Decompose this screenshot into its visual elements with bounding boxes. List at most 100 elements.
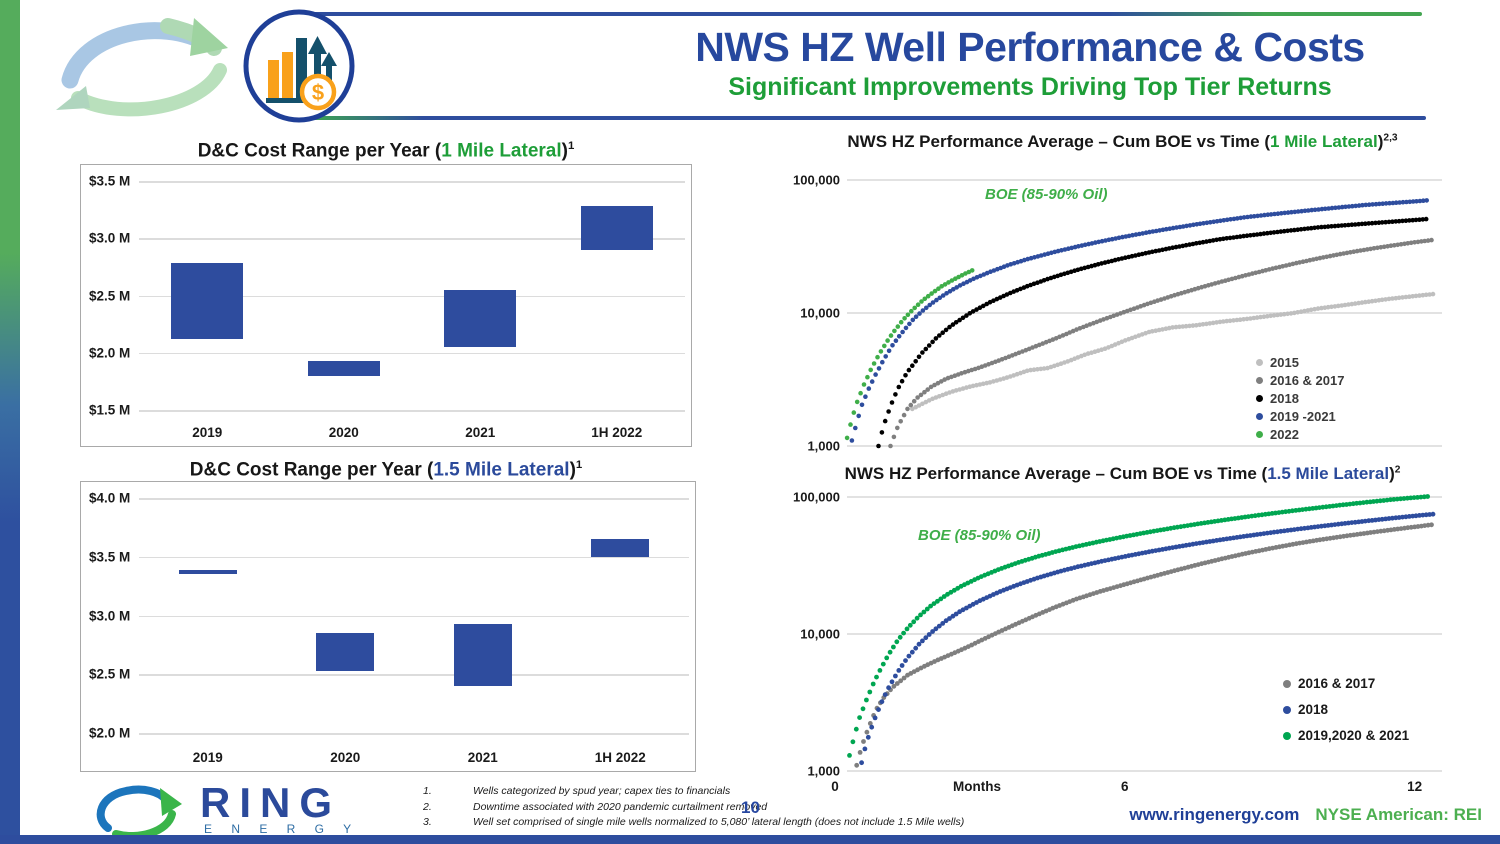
cost-range-bar-1h-2022 bbox=[591, 539, 650, 557]
y-axis-labels: $3.5 M $3.0 M $2.5 M $2.0 M $1.5 M bbox=[89, 174, 137, 418]
left-gradient-strip bbox=[0, 0, 20, 844]
gridline bbox=[139, 238, 685, 240]
gridline bbox=[139, 556, 689, 559]
y-axis-tick-label: 1,000 bbox=[807, 764, 840, 779]
legend-dot-icon bbox=[1256, 377, 1263, 384]
header-rule-bottom bbox=[300, 116, 1426, 120]
y-axis-tick-label: $2.0 M bbox=[89, 345, 131, 361]
cost-range-bar-2019 bbox=[178, 569, 237, 574]
header-rule-top bbox=[300, 12, 1422, 16]
x-axis-labels: 2019 2020 2021 1H 2022 bbox=[139, 743, 689, 765]
y-axis-tick-label: $4.0 M bbox=[89, 490, 131, 506]
legend-dot-icon bbox=[1283, 731, 1291, 740]
legend-1mile: 2015 2016 & 2017 2018 2019 -2021 2022 bbox=[1256, 355, 1344, 445]
legend-1_5mile: 2016 & 2017 2018 2019,2020 & 2021 bbox=[1283, 676, 1409, 754]
legend-dot-icon bbox=[1256, 413, 1263, 420]
x-axis-title: Months bbox=[953, 779, 1001, 794]
perf-chart-1_5mile-title: NWS HZ Performance Average – Cum BOE vs … bbox=[795, 464, 1450, 484]
y-axis-tick-label: $2.5 M bbox=[89, 288, 131, 303]
x-axis-category-label: 2021 bbox=[465, 425, 496, 440]
footnote-text: Well set comprised of single mile wells … bbox=[473, 816, 965, 828]
ring-energy-logo-icon bbox=[96, 785, 182, 840]
cost-range-bar-2020 bbox=[316, 633, 375, 671]
bottom-rule bbox=[0, 835, 1500, 844]
x-axis-tick-label: 12 bbox=[1407, 779, 1422, 794]
series-2018 bbox=[876, 216, 1429, 449]
footnote-number: 2. bbox=[423, 800, 432, 813]
title-footnote-ref: 2 bbox=[1394, 464, 1401, 476]
legend-label: 2019 -2021 bbox=[1270, 409, 1336, 424]
legend-item-2018: 2018 bbox=[1283, 702, 1409, 717]
gridline bbox=[139, 352, 685, 355]
cost-chart-1_5mile-title: D&C Cost Range per Year (1.5 Mile Latera… bbox=[80, 459, 692, 481]
title-footnote-ref: 1 bbox=[575, 459, 583, 471]
series-2016-2017 bbox=[854, 522, 1434, 768]
footnote-2: 2. Downtime associated with 2020 pandemic… bbox=[423, 800, 964, 816]
title-text: ) bbox=[1389, 464, 1395, 483]
title-text: ) bbox=[569, 459, 576, 481]
legend-label: 2022 bbox=[1270, 427, 1299, 442]
title-text: NWS HZ Performance Average – Cum BOE vs … bbox=[847, 132, 1271, 151]
title-highlight: 1.5 Mile Lateral bbox=[1267, 464, 1390, 483]
y-axis-tick-label: 100,000 bbox=[793, 173, 840, 188]
series-2019-2020-2021 bbox=[847, 494, 1430, 758]
legend-label: 2016 & 2017 bbox=[1270, 373, 1345, 388]
page-subtitle: Significant Improvements Driving Top Tie… bbox=[728, 73, 1332, 102]
page-number: 10 bbox=[741, 798, 760, 817]
gridline bbox=[139, 181, 685, 183]
legend-dot-icon bbox=[1283, 705, 1291, 714]
footnote-number: 1. bbox=[423, 785, 432, 797]
website-link[interactable]: www.ringenergy.com bbox=[1129, 805, 1300, 824]
cost-range-bar-2020 bbox=[307, 360, 380, 376]
title-highlight: 1 Mile Lateral bbox=[1270, 132, 1378, 151]
footnote-number: 3. bbox=[423, 816, 432, 828]
ring-brand-text: RING bbox=[200, 779, 341, 826]
footer-links: www.ringenergy.com NYSE American: REI bbox=[1129, 805, 1482, 825]
legend-item-2016-2017: 2016 & 2017 bbox=[1283, 676, 1409, 691]
y-axis-tick-label: $3.5 M bbox=[89, 549, 131, 565]
title-text: ) bbox=[1377, 132, 1384, 151]
gridline bbox=[139, 615, 689, 617]
legend-label: 2016 & 2017 bbox=[1298, 676, 1376, 691]
y-axis-labels: $4.0 M $3.5 M $3.0 M $2.5 M $2.0 M bbox=[89, 491, 137, 741]
cost-range-bar-2021 bbox=[453, 623, 512, 686]
oil-content-annotation: BOE (85-90% Oil) bbox=[918, 527, 1041, 544]
plot-area bbox=[139, 181, 685, 412]
x-axis-category-label: 2020 bbox=[328, 425, 359, 440]
perf-chart-1mile-title: NWS HZ Performance Average – Cum BOE vs … bbox=[795, 132, 1450, 152]
page-title: NWS HZ Well Performance & Costs bbox=[695, 24, 1365, 70]
footnote-text: Wells categorized by spud year; capex ti… bbox=[473, 785, 731, 797]
legend-item-2019-2020-2021: 2019,2020 & 2021 bbox=[1283, 728, 1409, 743]
y-axis-tick-label: $3.0 M bbox=[89, 230, 131, 246]
header: NWS HZ Well Performance & Costs Signific… bbox=[560, 24, 1500, 102]
series-2018 bbox=[859, 511, 1436, 766]
legend-label: 2019,2020 & 2021 bbox=[1298, 728, 1410, 743]
title-text: D&C Cost Range per Year ( bbox=[189, 459, 434, 481]
x-axis-category-label: 2021 bbox=[467, 750, 498, 765]
x-axis-category-label: 2019 bbox=[192, 750, 223, 765]
svg-text:$: $ bbox=[312, 80, 324, 105]
perf-scatter-chart-1mile: 100,000 10,000 1,000 bbox=[793, 173, 1442, 454]
footnote-text: Downtime associated with 2020 pandemic c… bbox=[473, 800, 768, 813]
cost-range-chart-1mile: $3.5 M $3.0 M $2.5 M $2.0 M $1.5 M 2019 2020 2… bbox=[80, 164, 692, 447]
legend-label: 2018 bbox=[1298, 702, 1329, 717]
bar-chart-growth-coin-badge-icon: $ bbox=[243, 9, 355, 123]
oil-content-annotation: BOE (85-90% Oil) bbox=[985, 186, 1108, 203]
y-axis-tick-label: $3.0 M bbox=[89, 608, 131, 623]
gridline bbox=[139, 410, 685, 412]
stock-ticker: NYSE American: REI bbox=[1315, 805, 1482, 824]
cost-range-bar-1h-2022 bbox=[580, 206, 653, 250]
title-highlight: 1.5 Mile Lateral bbox=[433, 459, 570, 481]
footnote-3: 3. Well set comprised of single mile well… bbox=[423, 815, 964, 831]
gridline bbox=[139, 295, 685, 297]
legend-item-2016-2017: 2016 & 2017 bbox=[1256, 373, 1344, 388]
title-highlight: 1 Mile Lateral bbox=[441, 140, 562, 162]
y-axis-tick-label: 1,000 bbox=[807, 439, 840, 454]
x-axis-tick-label: 6 bbox=[1121, 779, 1129, 794]
footnotes: 1. Wells categorized by spud year; capex … bbox=[423, 784, 964, 831]
y-axis-tick-label: 10,000 bbox=[800, 627, 840, 642]
y-axis-tick-label: 100,000 bbox=[793, 490, 840, 505]
ring-energy-swoosh-logo-icon bbox=[56, 18, 228, 117]
